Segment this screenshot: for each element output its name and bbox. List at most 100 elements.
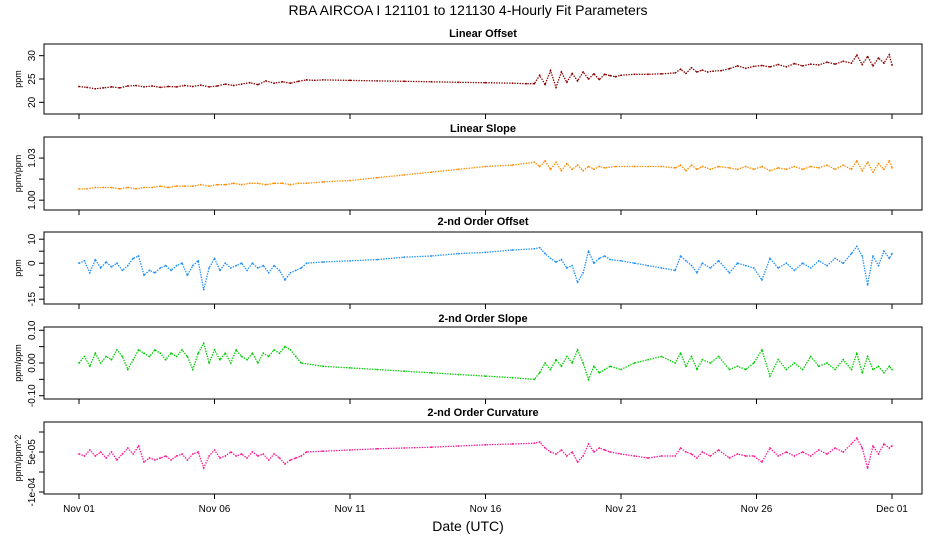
- data-point: [861, 447, 864, 449]
- data-point: [736, 65, 739, 67]
- data-point: [801, 368, 804, 371]
- data-point: [143, 461, 145, 463]
- data-point: [793, 165, 796, 168]
- data-point: [620, 453, 622, 455]
- data-point: [219, 358, 221, 361]
- data-point: [709, 362, 712, 364]
- data-point: [224, 455, 227, 457]
- data-point: [246, 269, 248, 272]
- data-point: [533, 82, 536, 85]
- data-point: [200, 183, 202, 186]
- data-point: [761, 165, 763, 168]
- data-point: [159, 185, 162, 188]
- data-point: [603, 449, 606, 451]
- data-point: [78, 362, 80, 364]
- data-point: [872, 171, 874, 174]
- data-point: [717, 165, 720, 168]
- data-point: [159, 352, 162, 355]
- data-point: [349, 259, 351, 262]
- data-point: [855, 245, 858, 248]
- data-point: [83, 259, 86, 262]
- y-tick-label: 1.00: [27, 190, 38, 210]
- data-point: [191, 185, 194, 188]
- data-point: [94, 455, 97, 457]
- data-point: [571, 451, 574, 453]
- data-point: [376, 176, 378, 179]
- data-point: [598, 78, 601, 81]
- data-point: [777, 267, 780, 269]
- data-point: [736, 262, 739, 265]
- data-point: [888, 257, 891, 260]
- data-point: [861, 63, 864, 66]
- data-point: [769, 257, 771, 260]
- data-point: [126, 447, 129, 449]
- data-point: [305, 262, 308, 265]
- data-point: [549, 168, 552, 171]
- data-point: [511, 82, 514, 85]
- data-point: [576, 80, 579, 82]
- data-point: [281, 80, 284, 83]
- data-point: [99, 451, 102, 453]
- data-point: [116, 262, 118, 265]
- data-point: [257, 362, 259, 364]
- data-point: [170, 269, 173, 272]
- data-point: [322, 365, 324, 368]
- data-point: [752, 267, 755, 269]
- data-point: [186, 459, 189, 461]
- data-point: [872, 445, 874, 447]
- data-point: [403, 256, 406, 259]
- data-point: [565, 267, 568, 269]
- data-point: [850, 443, 853, 445]
- data-point: [248, 182, 251, 185]
- data-point: [752, 362, 755, 364]
- panel-title: 2-nd Order Offset: [437, 216, 528, 228]
- y-axis-label: ppm/ppm^2: [13, 435, 23, 482]
- data-point: [549, 257, 552, 260]
- data-point: [273, 182, 275, 185]
- data-point: [620, 368, 622, 371]
- data-point: [834, 447, 836, 449]
- data-point: [240, 262, 243, 265]
- data-point: [289, 349, 292, 351]
- data-point: [116, 349, 118, 351]
- data-point: [565, 355, 568, 358]
- data-point: [593, 365, 595, 368]
- data-point: [809, 455, 812, 457]
- data-point: [159, 457, 162, 459]
- data-point: [555, 358, 557, 361]
- data-point: [208, 267, 211, 269]
- data-point: [571, 362, 574, 364]
- data-point: [94, 258, 97, 261]
- data-point: [322, 450, 324, 453]
- data-point: [690, 164, 693, 167]
- data-point: [888, 160, 891, 162]
- data-point: [126, 368, 129, 371]
- data-point: [576, 164, 579, 167]
- data-point: [706, 71, 709, 73]
- data-point: [701, 358, 704, 361]
- data-point: [809, 355, 812, 358]
- data-point: [576, 349, 579, 351]
- series-line: [78, 436, 893, 470]
- data-point: [620, 259, 622, 262]
- series-line: [78, 341, 893, 382]
- data-point: [593, 262, 595, 265]
- data-point: [674, 455, 677, 457]
- data-point: [712, 70, 714, 72]
- data-point: [850, 62, 853, 64]
- data-point: [582, 362, 584, 364]
- data-point: [603, 368, 606, 371]
- data-point: [647, 457, 649, 459]
- data-point: [593, 451, 595, 453]
- y-tick-label: 0.10: [27, 320, 38, 340]
- data-point: [137, 349, 140, 351]
- data-point: [560, 169, 563, 172]
- panel-1: Linear Slope 1.00 1.03 ppm/ppm: [13, 123, 923, 215]
- data-point: [777, 63, 780, 66]
- data-point: [801, 262, 804, 265]
- data-point: [430, 255, 433, 257]
- data-point: [191, 453, 194, 455]
- data-point: [159, 267, 162, 269]
- data-point: [679, 352, 682, 355]
- data-point: [376, 368, 378, 371]
